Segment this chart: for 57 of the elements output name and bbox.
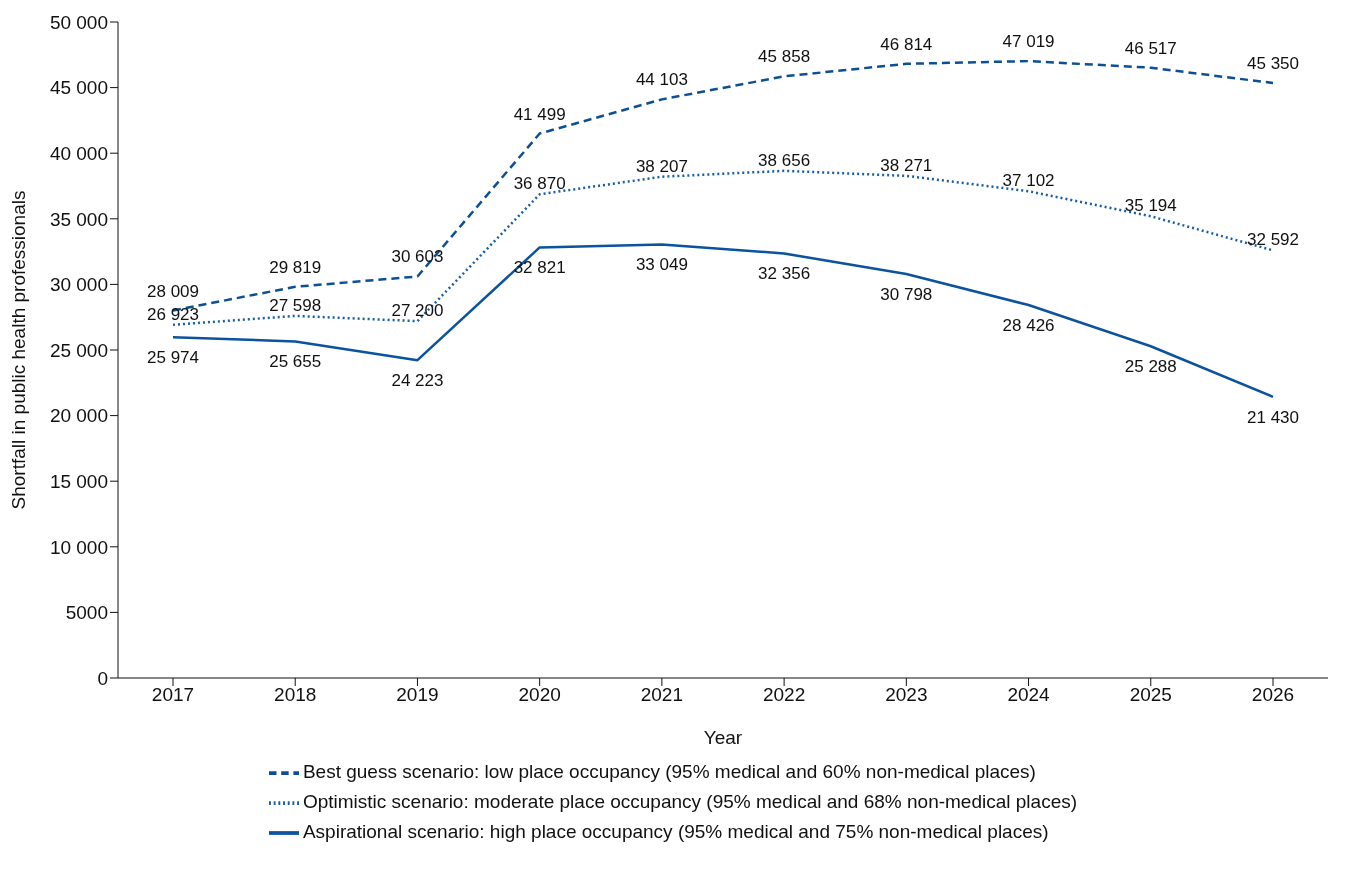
data-label: 32 592 [1247, 230, 1299, 250]
data-label: 46 517 [1124, 38, 1177, 58]
data-label: 46 814 [880, 34, 933, 54]
data-label: 25 655 [269, 352, 322, 372]
data-label: 37 102 [1002, 171, 1055, 191]
data-label: 33 049 [635, 255, 688, 275]
data-label: 44 103 [635, 70, 688, 90]
data-label: 47 019 [1002, 32, 1055, 52]
y-tick-label: 25 000 [49, 339, 108, 361]
data-label: 30 798 [880, 284, 933, 304]
y-tick-label: 30 000 [49, 274, 108, 296]
x-tick-label: 2018 [274, 684, 317, 706]
data-label: 38 656 [758, 150, 811, 170]
data-label: 32 356 [758, 264, 811, 284]
data-label: 28 426 [1002, 316, 1055, 336]
y-tick-label: 5000 [65, 602, 108, 624]
y-tick-label: 0 [97, 667, 108, 689]
data-label: 41 499 [513, 104, 566, 124]
data-label: 36 870 [513, 174, 566, 194]
y-tick-label: 15 000 [49, 470, 108, 492]
y-tick-label: 35 000 [49, 208, 108, 230]
x-tick-label: 2017 [151, 684, 195, 706]
x-tick-label: 2021 [640, 684, 684, 706]
data-label: 27 598 [269, 295, 322, 315]
data-label: 38 207 [635, 156, 688, 176]
data-label: 25 974 [147, 348, 199, 368]
x-tick-label: 2020 [518, 684, 561, 706]
x-tick-label: 2022 [762, 684, 806, 706]
y-axis-title: Shortfall in public health professionals [7, 190, 29, 510]
x-tick-label: 2026 [1251, 684, 1295, 706]
legend-label: Aspirational scenario: high place occupancy (95% medical and 75% non-medical places) [302, 821, 1049, 843]
data-label: 25 288 [1124, 357, 1177, 377]
data-label: 45 350 [1247, 54, 1299, 74]
legend-label: Best guess scenario: low place occupancy (95% medical and 60% non-medical places) [302, 761, 1036, 783]
y-tick-label: 10 000 [49, 536, 108, 558]
data-label: 30 603 [391, 247, 444, 267]
data-label: 28 009 [147, 281, 199, 301]
y-tick-label: 45 000 [49, 77, 108, 99]
legend-label: Optimistic scenario: moderate place occupancy (95% medical and 68% non-medical places) [302, 791, 1078, 813]
y-tick-label: 50 000 [49, 11, 108, 33]
y-tick-label: 20 000 [49, 405, 108, 427]
data-label: 38 271 [880, 155, 933, 175]
data-label: 27 200 [391, 301, 444, 321]
x-tick-label: 2019 [396, 684, 439, 706]
data-label: 35 194 [1124, 196, 1177, 216]
data-label: 26 923 [147, 304, 199, 324]
line-series [171, 243, 1275, 399]
data-label: 29 819 [269, 257, 322, 277]
x-tick-label: 2024 [1007, 684, 1051, 706]
data-label: 21 430 [1247, 407, 1299, 427]
y-tick-label: 40 000 [49, 142, 108, 164]
x-tick-label: 2023 [885, 684, 928, 706]
data-label: 32 821 [513, 258, 566, 278]
data-label: 45 858 [758, 47, 811, 67]
x-axis-title: Year [703, 727, 743, 748]
x-tick-label: 2025 [1129, 684, 1172, 706]
data-label: 24 223 [391, 371, 444, 391]
